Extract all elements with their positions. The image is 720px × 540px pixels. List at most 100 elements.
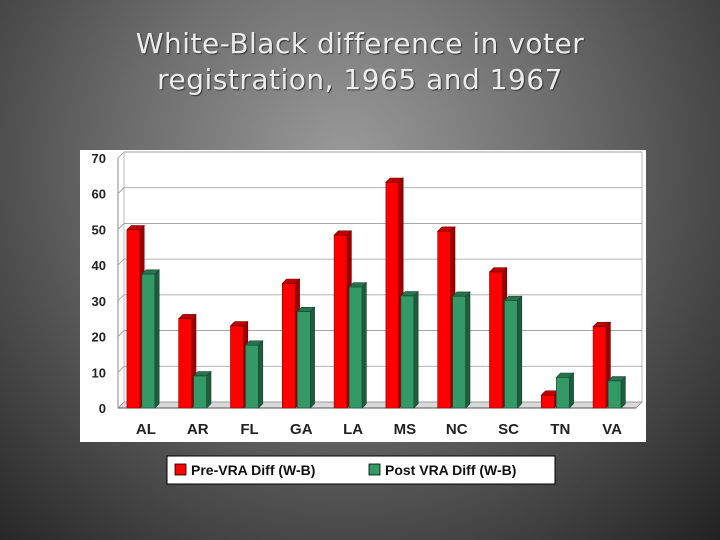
bar [244, 340, 264, 409]
gridline-diag [117, 330, 125, 337]
bar [126, 224, 145, 409]
bar [451, 291, 471, 409]
y-tick-label: 40 [92, 258, 106, 273]
bar-top [436, 226, 456, 232]
bar-top [126, 225, 145, 231]
bar [436, 226, 456, 409]
bar-top [488, 267, 508, 273]
bar [192, 370, 212, 409]
y-tick-label: 20 [92, 330, 106, 345]
bar-front [193, 375, 207, 409]
bar-front [592, 326, 607, 409]
gridline-diag [117, 294, 125, 302]
bar-top [333, 230, 353, 236]
slide-title: White-Black difference in voter registra… [60, 26, 660, 98]
bar-side [258, 340, 264, 409]
bar-front [296, 311, 311, 409]
bar [488, 266, 508, 409]
x-tick-label: LA [343, 421, 363, 438]
gridline-diag [117, 366, 125, 373]
bar-side [517, 295, 523, 409]
bar-top [141, 269, 160, 275]
bar-front [555, 376, 570, 409]
bar-front [437, 230, 452, 409]
bar [177, 313, 197, 409]
x-tick-label: SC [498, 421, 519, 438]
bar-top [281, 278, 301, 284]
bar-top [385, 177, 404, 183]
legend-label: Pre-VRA Diff (W-B) [191, 462, 315, 478]
bar [333, 230, 353, 409]
bar-front [333, 234, 348, 409]
bar-top [503, 295, 523, 301]
legend-box [166, 455, 556, 485]
bar-side [568, 372, 574, 409]
y-tick-label: 60 [92, 187, 106, 202]
bar-top [592, 321, 612, 327]
bar-front [141, 273, 156, 409]
y-tick-label: 10 [92, 365, 106, 380]
bar [540, 390, 560, 409]
bar-front [348, 286, 363, 409]
bar-side [413, 290, 419, 409]
x-tick-label: VA [602, 421, 622, 438]
bar-front [281, 283, 296, 409]
slide-title-line-2: registration, 1965 and 1967 [157, 63, 563, 96]
bar-side [206, 370, 212, 409]
legend-swatch [174, 463, 187, 476]
x-tick-label: MS [394, 421, 417, 438]
bar [229, 320, 249, 409]
y-tick-label: 50 [92, 222, 106, 237]
bar-side [309, 306, 315, 409]
bar [400, 290, 419, 409]
bar-side [154, 269, 160, 409]
bar [385, 177, 404, 409]
bar [607, 375, 627, 409]
bar-side [361, 281, 367, 409]
bar-top [296, 306, 316, 312]
bar-top [555, 372, 575, 378]
bar-front [489, 271, 503, 409]
bar-top [607, 376, 627, 382]
bar-top [229, 321, 249, 327]
bar-side [620, 375, 626, 409]
bar-top [451, 291, 471, 297]
bar-front [504, 300, 518, 409]
y-tick-label: 70 [92, 151, 106, 166]
bar-front [245, 344, 259, 409]
bar-front [607, 380, 622, 409]
x-tick-label: NC [446, 421, 468, 438]
legend-label: Post VRA Diff (W-B) [385, 462, 516, 478]
y-tick-label: 0 [99, 401, 106, 416]
gridline-diag [117, 223, 125, 230]
gridline-diag [117, 258, 125, 266]
bar-front [230, 325, 244, 409]
bar [281, 278, 301, 409]
bar-front [540, 394, 555, 409]
bar [555, 372, 575, 409]
gridline-diag [117, 401, 125, 409]
bar-front [126, 229, 141, 409]
gridline-diag [117, 151, 125, 159]
bar-front [178, 318, 192, 409]
x-tick-label: FL [240, 421, 258, 438]
slide-title-line-1: White-Black difference in voter [135, 27, 585, 60]
x-tick-label: GA [290, 421, 313, 438]
bar [296, 306, 316, 409]
bar-side [465, 291, 471, 409]
bar-front [385, 181, 400, 409]
bar-front [400, 295, 415, 409]
bar-top [348, 282, 368, 288]
bar-top [244, 340, 264, 346]
y-tick-label: 30 [92, 294, 106, 309]
bar-top [192, 371, 212, 377]
legend-swatch [368, 463, 381, 476]
bar-front [452, 295, 467, 409]
gridline-diag [117, 187, 125, 194]
bar [503, 295, 523, 409]
x-tick-label: AR [187, 421, 209, 438]
bar [348, 281, 368, 409]
bar-top [177, 314, 197, 320]
bar [141, 269, 160, 409]
